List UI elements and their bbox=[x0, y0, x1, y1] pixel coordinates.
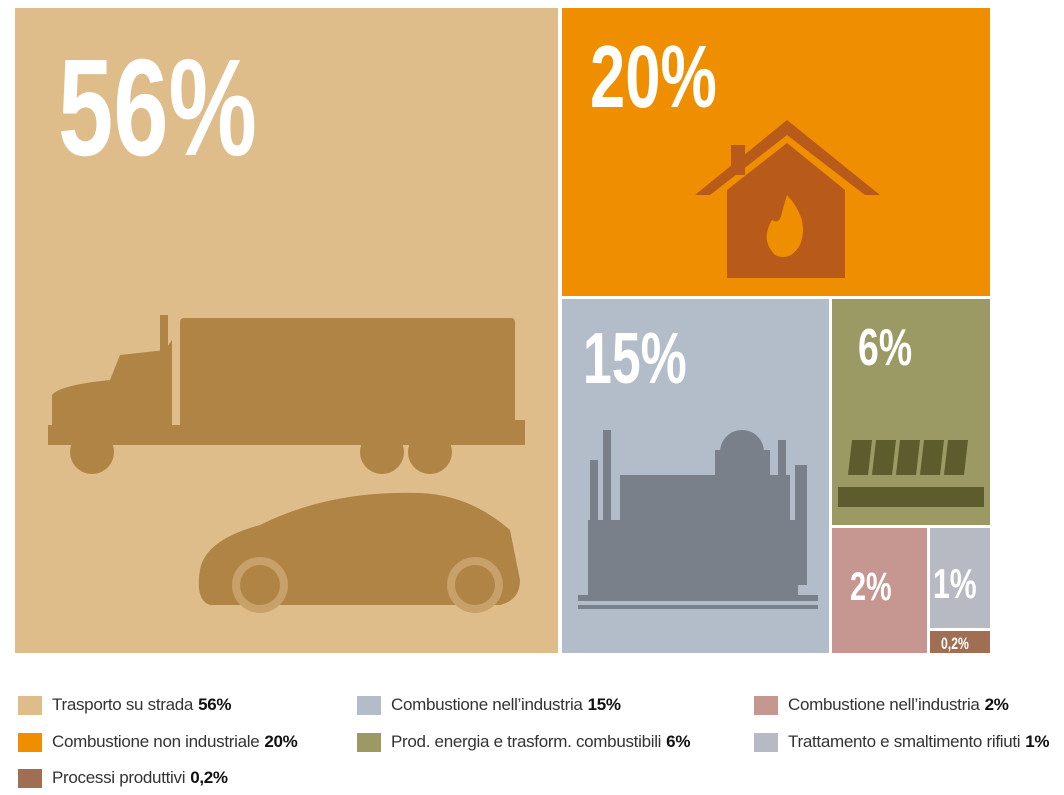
legend-value: 20% bbox=[264, 732, 298, 751]
house-icon bbox=[695, 120, 880, 278]
value-label: 15% bbox=[583, 319, 687, 399]
legend-label: Combustione nell’industria bbox=[391, 695, 583, 714]
legend-item: Combustione non industriale 20% bbox=[18, 732, 298, 752]
legend-label: Combustione non industriale bbox=[52, 732, 260, 751]
legend-swatch bbox=[18, 695, 42, 715]
legend-item: Prod. energia e trasform. combustibili 6% bbox=[357, 732, 690, 752]
legend-label: Combustione nell’industria bbox=[788, 695, 980, 714]
legend-label: Processi produttivi bbox=[52, 768, 186, 787]
legend-value: 6% bbox=[666, 732, 691, 751]
legend-swatch bbox=[357, 695, 381, 715]
solar-icon bbox=[838, 440, 984, 507]
car-icon bbox=[198, 492, 520, 613]
legend-item: Combustione nell’industria 15% bbox=[357, 695, 621, 715]
legend-item: Combustione nell’industria 2% bbox=[754, 695, 1009, 715]
cell bbox=[930, 631, 990, 653]
factory-icon bbox=[578, 430, 818, 609]
legend-value: 15% bbox=[587, 695, 621, 714]
legend-item: Trattamento e smaltimento rifiuti 1% bbox=[754, 732, 1050, 752]
legend-swatch bbox=[18, 732, 42, 752]
value-label: 1% bbox=[933, 560, 977, 607]
legend-swatch bbox=[357, 732, 381, 752]
legend-item: Trasporto su strada 56% bbox=[18, 695, 232, 715]
treemap: 56% 20% 15% 6% 2% 1% 0,2% bbox=[15, 8, 990, 654]
value-label: 0,2% bbox=[941, 635, 969, 653]
value-label: 56% bbox=[58, 31, 257, 185]
legend-label: Trattamento e smaltimento rifiuti bbox=[788, 732, 1021, 751]
value-label: 6% bbox=[858, 318, 912, 377]
legend-value: 0,2% bbox=[190, 768, 228, 787]
icons bbox=[48, 120, 984, 613]
legend-value: 56% bbox=[198, 695, 232, 714]
value-label: 2% bbox=[850, 564, 892, 609]
legend-label: Prod. energia e trasform. combustibili bbox=[391, 732, 662, 751]
legend-swatch bbox=[18, 768, 42, 788]
value-label: 20% bbox=[590, 29, 717, 127]
legend-value: 2% bbox=[984, 695, 1009, 714]
legend-swatch bbox=[754, 695, 778, 715]
truck-icon bbox=[48, 315, 525, 474]
cell bbox=[832, 528, 927, 653]
legend-swatch bbox=[754, 732, 778, 752]
legend-label: Trasporto su strada bbox=[52, 695, 194, 714]
legend-item: Processi produttivi 0,2% bbox=[18, 768, 228, 788]
cell bbox=[930, 528, 990, 628]
legend-value: 1% bbox=[1025, 732, 1050, 751]
